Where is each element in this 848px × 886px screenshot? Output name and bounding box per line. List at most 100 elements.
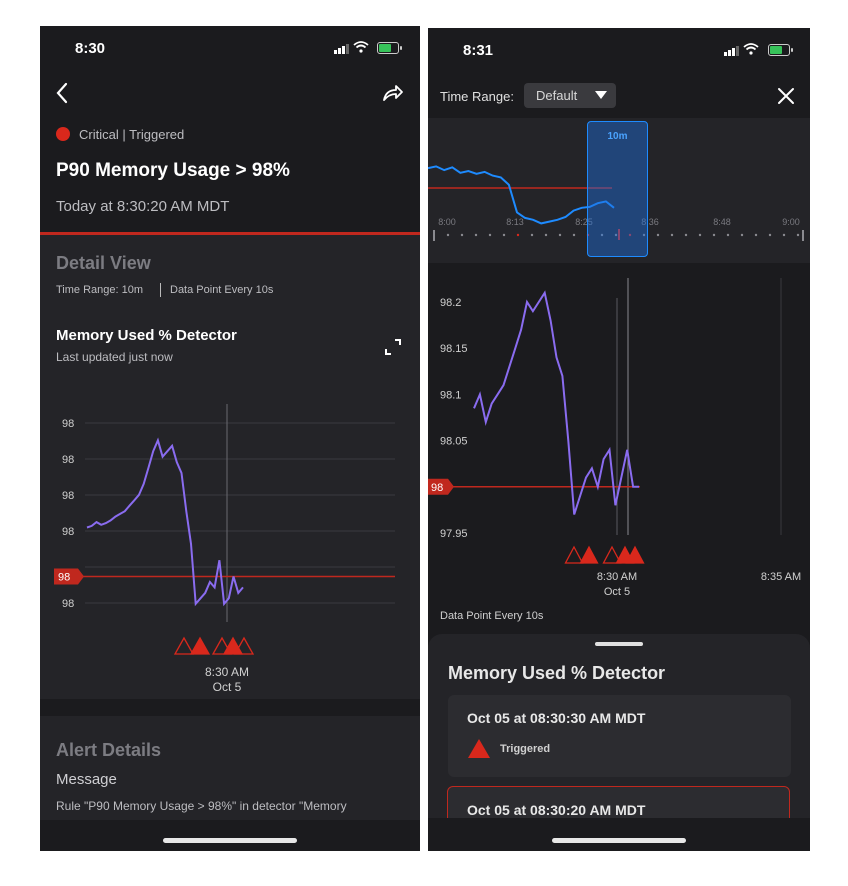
- alert-detail-screen: 8:30 Critical | Triggered P90 Memory Usa…: [40, 26, 420, 851]
- x-tick-date: Oct 5: [604, 586, 630, 598]
- threshold-label: 98: [58, 572, 70, 584]
- y-tick-label: 98.1: [440, 389, 461, 401]
- y-tick-label: 98.05: [440, 436, 468, 448]
- timeline-dot: [488, 233, 492, 237]
- triggered-marker: [625, 545, 645, 564]
- close-icon: [778, 88, 794, 104]
- overview-navigator[interactable]: 8:00 8:13 8:25 8:36 8:48 9:00: [428, 118, 810, 260]
- chart-subtitle: Last updated just now: [56, 350, 173, 364]
- timeline-dot: [726, 233, 730, 237]
- triggered-marker: [233, 636, 255, 655]
- y-tick-label: 97.95: [440, 528, 468, 540]
- series-line: [86, 437, 244, 607]
- overview-series-line: [428, 165, 615, 225]
- timeline-dot: [474, 233, 478, 237]
- x-tick-label: 8:13: [506, 217, 524, 227]
- timeline-dot: [460, 233, 464, 237]
- event-time: Oct 05 at 08:30:30 AM MDT: [467, 710, 646, 726]
- time-range-info: Time Range: 10m: [56, 284, 144, 296]
- y-tick-label: 98: [62, 418, 74, 430]
- alert-title: P90 Memory Usage > 98%: [56, 160, 290, 181]
- timeline-dot: [740, 233, 744, 237]
- timeline-dot: [516, 233, 520, 237]
- back-button[interactable]: [52, 82, 72, 106]
- y-tick-label: 98.15: [440, 343, 468, 355]
- range-handle-left: [433, 230, 435, 241]
- wifi-icon: [743, 43, 759, 55]
- time-range-dropdown[interactable]: Default: [524, 83, 616, 108]
- x-tick-label: 9:00: [782, 217, 800, 227]
- timeline-dot: [782, 233, 786, 237]
- series-line: [473, 290, 639, 515]
- detail-view-panel: [40, 235, 420, 699]
- home-indicator[interactable]: [163, 838, 297, 843]
- signal-icon: [334, 43, 349, 54]
- expand-chart-button[interactable]: [384, 338, 402, 356]
- status-time: 8:31: [463, 42, 494, 59]
- status-time: 8:30: [75, 40, 106, 57]
- timeline-dot: [656, 233, 660, 237]
- timeline-dot: [642, 233, 646, 237]
- time-range-label: Time Range:: [440, 89, 514, 104]
- event-status: Triggered: [500, 743, 551, 755]
- y-tick-label: 98: [62, 526, 74, 538]
- x-tick-label: 8:35 AM: [761, 571, 801, 583]
- severity-label: Critical | Triggered: [79, 127, 185, 142]
- threshold-tag: [428, 478, 454, 495]
- alert-details-heading: Alert Details: [56, 740, 162, 760]
- timeline-dot: [628, 233, 632, 237]
- chart-title: Memory Used % Detector: [56, 327, 237, 344]
- detail-view-heading: Detail View: [56, 253, 151, 273]
- x-tick-label: 8:36: [641, 217, 659, 227]
- event-card[interactable]: Oct 05 at 08:30:30 AM MDT Triggered: [448, 695, 791, 777]
- timeline-dot: [446, 233, 450, 237]
- timeline-dot: [530, 233, 534, 237]
- caret-down-icon: [595, 91, 607, 99]
- sheet-title: Memory Used % Detector: [448, 663, 666, 683]
- time-range-value: Default: [536, 88, 578, 103]
- timeline-dot: [572, 233, 576, 237]
- memory-chart-expanded[interactable]: 98.2 98.15 98.1 98.05 97.95 98 8:30 AM Oct 5 8:3…: [428, 273, 810, 608]
- bottom-safe-area: [40, 820, 420, 851]
- sheet-grabber[interactable]: [595, 642, 643, 646]
- y-tick-label: 98: [62, 598, 74, 610]
- x-tick-label: 8:30 AM: [597, 571, 637, 583]
- triggered-marker: [189, 636, 211, 655]
- message-label: Message: [56, 771, 117, 788]
- info-separator: [160, 283, 161, 297]
- timeline-dot: [768, 233, 772, 237]
- range-handle-right: [802, 230, 804, 241]
- triggered-marker: [173, 636, 195, 655]
- expanded-chart-screen: 8:31 Time Range: Default 8:00 8:13 8:25 8:3…: [428, 28, 810, 851]
- message-text: Rule "P90 Memory Usage > 98%" in detecto…: [56, 799, 347, 813]
- data-point-info: Data Point Every 10s: [170, 284, 274, 296]
- share-icon: [383, 85, 403, 101]
- timeline-dot: [502, 233, 506, 237]
- threshold-label: 98: [431, 482, 443, 494]
- triggered-marker: [211, 636, 233, 655]
- expand-icon: [385, 339, 401, 355]
- share-button[interactable]: [382, 84, 404, 104]
- timeline-dot: [796, 233, 800, 237]
- x-tick-label: 8:48: [713, 217, 731, 227]
- chevron-left-icon: [56, 82, 68, 104]
- timeline-dot: [614, 233, 618, 237]
- threshold-tag: [54, 568, 84, 585]
- data-point-info: Data Point Every 10s: [440, 610, 544, 622]
- event-tick: [618, 229, 620, 240]
- timeline-dot: [712, 233, 716, 237]
- battery-icon: [377, 42, 402, 54]
- critical-status-dot: [56, 127, 70, 141]
- close-button[interactable]: [777, 87, 795, 105]
- timeline-dot: [670, 233, 674, 237]
- x-tick-label: 8:25: [575, 217, 593, 227]
- y-tick-label: 98: [62, 454, 74, 466]
- event-time: Oct 05 at 08:30:20 AM MDT: [467, 802, 646, 818]
- home-indicator[interactable]: [552, 838, 686, 843]
- timeline-dot: [684, 233, 688, 237]
- time-window-selector[interactable]: 10m: [587, 121, 648, 257]
- triggered-marker: [579, 545, 599, 564]
- navigator-divider: [428, 260, 810, 263]
- x-tick-label: 8:30 AM: [205, 665, 249, 679]
